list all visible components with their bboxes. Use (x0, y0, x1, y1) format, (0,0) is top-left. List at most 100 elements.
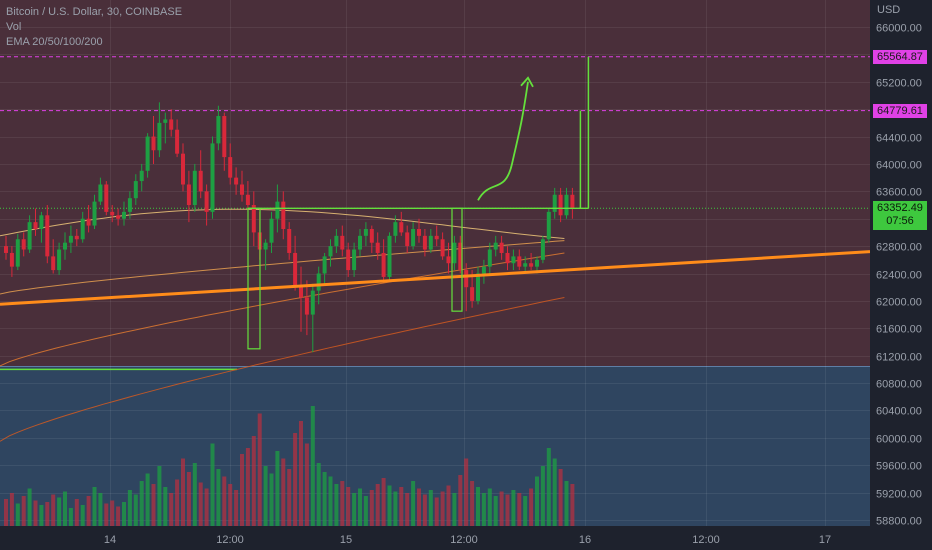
volume-bar (275, 451, 280, 526)
volume-bar (399, 487, 404, 526)
volume-bar (564, 481, 569, 526)
candle-body (251, 205, 256, 233)
candle-body (564, 194, 569, 216)
volume-bar (428, 490, 433, 526)
volume-bar (458, 475, 463, 526)
candle-body (358, 235, 362, 250)
volume-bar (251, 436, 256, 526)
volume-bar (552, 458, 557, 526)
price-tick-label: 59600.00 (876, 461, 922, 473)
candle-body (86, 218, 91, 226)
volume-bar (340, 481, 345, 526)
candle-body (39, 215, 44, 229)
volume-bar (57, 497, 62, 526)
candle-body (175, 129, 180, 154)
volume-indicator-label[interactable]: Vol (6, 21, 22, 33)
candle-body (387, 235, 392, 277)
volume-bar (210, 443, 215, 526)
volume-bar (493, 496, 498, 526)
candle-body (116, 215, 121, 219)
volume-bar (104, 503, 109, 526)
candle-body (133, 181, 138, 199)
candle-body (511, 256, 516, 264)
candle-body (434, 235, 439, 240)
ema100-line (0, 252, 565, 367)
candle-body (33, 222, 38, 229)
time-axis-background[interactable] (0, 526, 870, 550)
ema200-line (0, 297, 565, 442)
volume-bar (369, 490, 374, 526)
volume-bar (452, 493, 457, 526)
price-pane-background (0, 0, 870, 366)
volume-bar (322, 472, 327, 526)
volume-bar (263, 466, 268, 526)
candle-body (304, 297, 309, 315)
volume-bar (499, 491, 504, 526)
candle-body (222, 116, 227, 158)
candle-body (181, 153, 185, 185)
volume-bar (157, 466, 162, 526)
price-tick-label: 63600.00 (876, 187, 922, 199)
price-tick-label: 61600.00 (876, 324, 922, 336)
volume-bar (186, 472, 191, 526)
candle-body (570, 194, 575, 209)
volume-bar (175, 479, 180, 526)
time-tick-label: 16 (579, 534, 591, 546)
ema-indicator-label[interactable]: EMA 20/50/100/200 (6, 36, 103, 48)
candle-body (104, 184, 109, 212)
volume-bar (27, 488, 32, 526)
price-tick-label: 62400.00 (876, 270, 922, 282)
price-tick-label: 64400.00 (876, 133, 922, 145)
price-tick-label: 62800.00 (876, 242, 922, 254)
price-tick-label: 58800.00 (876, 516, 922, 528)
candle-body (340, 235, 345, 250)
candle-body (535, 259, 539, 267)
last-price-value: 63352.49 (877, 202, 923, 215)
volume-bar (529, 488, 534, 526)
candle-body (192, 170, 197, 206)
volume-bar (133, 494, 138, 526)
candle-body (204, 191, 209, 212)
volume-bar (464, 458, 469, 526)
volume-bar (68, 508, 73, 526)
volume-bar (169, 493, 174, 526)
candle-body (51, 256, 56, 271)
candle-body (529, 263, 534, 267)
candle-body (293, 252, 298, 288)
volume-bar (405, 493, 410, 526)
right-shoulder-box (451, 207, 463, 312)
price-tick-label: 61200.00 (876, 352, 922, 364)
candle-body (15, 239, 20, 267)
candle-body (122, 211, 126, 219)
volume-bar (328, 476, 333, 526)
candle-body (216, 116, 221, 144)
volume-bar (299, 421, 303, 526)
volume-bar (257, 413, 262, 526)
time-tick-label: 15 (340, 534, 352, 546)
volume-bar (198, 482, 203, 526)
projection-path (477, 81, 529, 201)
price-axis-background[interactable] (870, 0, 932, 526)
candle-body (210, 143, 215, 212)
volume-bar (517, 493, 522, 526)
candle-body (346, 249, 351, 271)
candle-body (446, 256, 451, 264)
price-tick-label: 60000.00 (876, 434, 922, 446)
symbol-title[interactable]: Bitcoin / U.S. Dollar, 30, COINBASE (6, 6, 183, 18)
candle-body (540, 239, 545, 260)
currency-label: USD (877, 4, 900, 16)
candle-body (369, 228, 374, 243)
candle-body (499, 242, 504, 253)
volume-bar (45, 502, 50, 526)
volume-bar (51, 494, 56, 526)
candle-body (505, 252, 510, 264)
candle-body (68, 235, 73, 243)
volume-bar (316, 463, 321, 526)
volume-bar (546, 448, 551, 526)
candle-body (322, 256, 327, 274)
volume-bar (33, 500, 38, 526)
candle-body (145, 136, 150, 171)
volume-bar (116, 506, 121, 526)
volume-bar (122, 502, 126, 526)
